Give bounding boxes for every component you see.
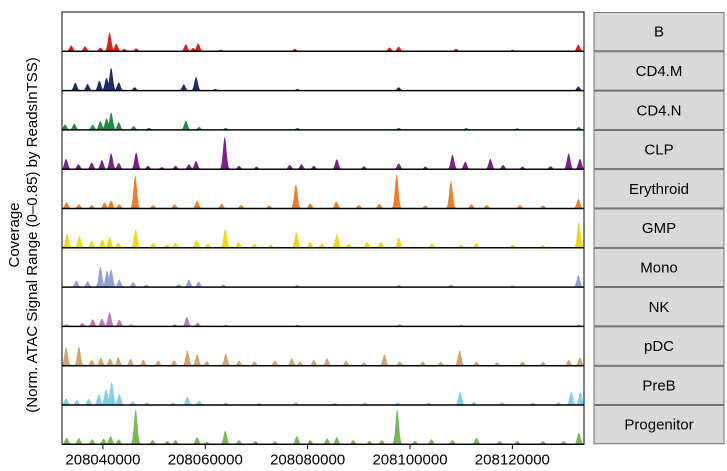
y-axis-label-line-1: Coverage — [6, 202, 23, 267]
strip-label-gmp: GMP — [642, 220, 676, 237]
coverage-area-gmp — [62, 222, 584, 248]
coverage-area-b — [62, 32, 584, 52]
strip-box-clp — [593, 129, 725, 170]
strip-box-mono — [593, 247, 725, 288]
y-axis-label-line-2: (Norm. ATAC Signal Range (0–0.85) by Rea… — [24, 57, 41, 412]
track-panels — [61, 11, 585, 445]
x-tick-label-4: 208120000 — [475, 451, 550, 468]
x-axis: 208040000 208060000 208080000 208100000 2081… — [65, 444, 550, 468]
coverage-area-cd4-m — [62, 67, 584, 91]
coverage-area-nk — [62, 312, 584, 327]
track-panel-clp — [61, 129, 585, 170]
strip-box-progenitor — [593, 405, 725, 445]
strip-label-cd4-n: CD4.N — [636, 102, 681, 119]
coverage-area-pdc — [62, 346, 584, 366]
x-tick-label-0: 208040000 — [65, 451, 140, 468]
strip-label-clp: CLP — [644, 142, 673, 159]
coverage-area-cd4-n — [62, 112, 584, 130]
strip-box-cd4-n — [593, 90, 725, 130]
track-strip-labels: B CD4.M CD4.N CLP Erythroid GMP Mono NK pDC PreB P… — [593, 12, 725, 445]
track-panel-mono — [61, 247, 585, 288]
track-panel-pdc — [61, 325, 585, 367]
coverage-area-preb — [62, 382, 584, 405]
strip-box-erythroid — [593, 169, 725, 209]
strip-label-progenitor: Progenitor — [624, 417, 693, 434]
coverage-area-clp — [62, 137, 584, 170]
track-panel-preb — [61, 365, 585, 406]
x-tick-label-1: 208060000 — [168, 451, 243, 468]
coverage-area-mono — [62, 266, 584, 288]
x-tick-label-2: 208080000 — [270, 451, 345, 468]
strip-box-gmp — [593, 208, 725, 248]
track-panel-cd4-m — [61, 50, 585, 92]
strip-label-mono: Mono — [640, 259, 678, 276]
strip-box-cd4-m — [593, 51, 725, 91]
track-panel-gmp — [61, 208, 585, 249]
coverage-area-progenitor — [62, 409, 584, 445]
strip-box-preb — [593, 365, 725, 405]
x-tick-label-3: 208100000 — [372, 451, 447, 468]
track-panel-erythroid — [61, 168, 585, 209]
track-panel-b — [61, 11, 585, 52]
strip-label-preb: PreB — [642, 377, 675, 394]
track-panel-progenitor — [61, 404, 585, 445]
strip-label-pdc: pDC — [644, 338, 674, 355]
strip-box-nk — [593, 287, 725, 327]
strip-label-b: B — [654, 24, 664, 41]
track-panel-nk — [61, 286, 585, 327]
strip-label-nk: NK — [649, 299, 670, 316]
coverage-area-erythroid — [62, 174, 584, 209]
strip-box-b — [593, 12, 725, 52]
track-panel-cd4-n — [61, 90, 585, 131]
strip-label-cd4-m: CD4.M — [636, 63, 683, 80]
strip-label-erythroid: Erythroid — [629, 181, 689, 198]
y-axis-label: Coverage (Norm. ATAC Signal Range (0–0.8… — [6, 57, 41, 412]
strip-box-pdc — [593, 326, 725, 366]
